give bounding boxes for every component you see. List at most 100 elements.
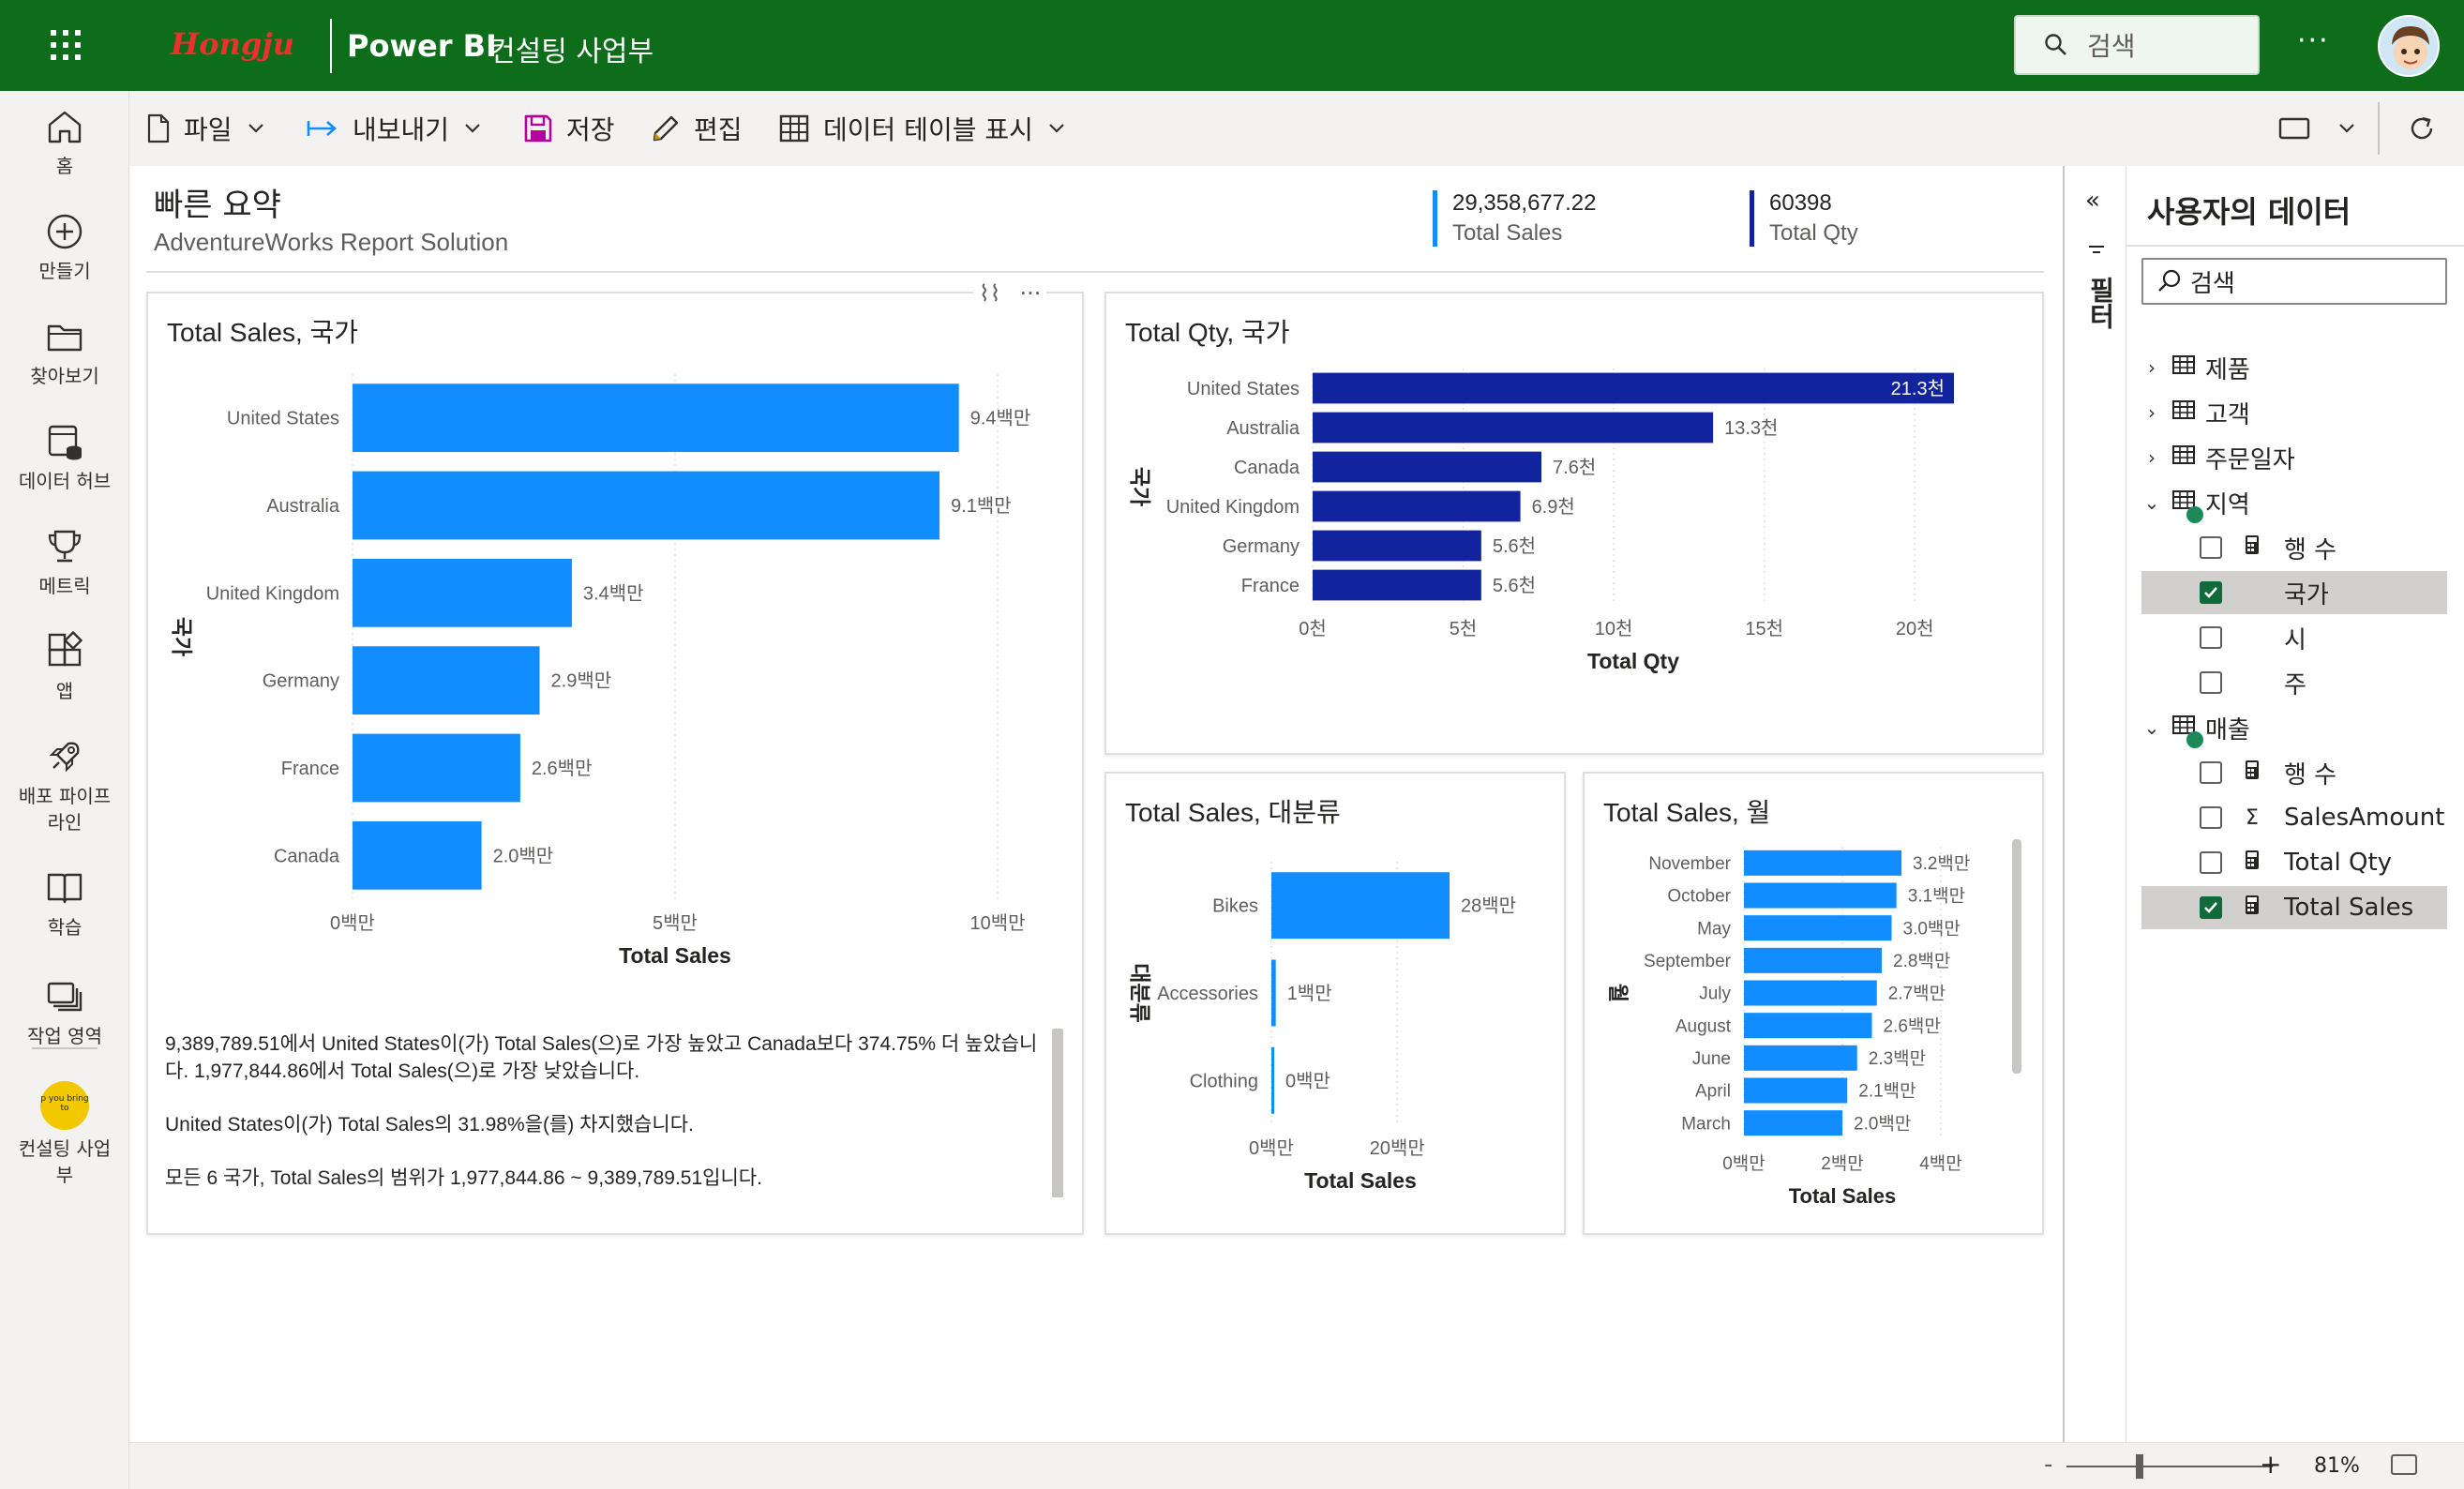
bar[interactable] xyxy=(353,558,572,627)
fit-to-page-icon[interactable] xyxy=(2391,1454,2417,1475)
bar[interactable] xyxy=(1744,1077,1848,1104)
table-node[interactable]: › 주문일자 xyxy=(2141,436,2447,479)
nav-current-workspace[interactable]: p you bring to 컨설팅 사업 부 xyxy=(0,1081,129,1188)
zoom-slider[interactable] xyxy=(2066,1466,2273,1467)
bar[interactable] xyxy=(1744,1110,1842,1136)
data-pane-search-input[interactable]: 검색 xyxy=(2141,258,2447,305)
table-node[interactable]: ⌄ 지역 xyxy=(2141,481,2447,524)
nav-metrics[interactable]: 메트릭 xyxy=(0,526,129,599)
refresh-button[interactable] xyxy=(2408,110,2449,147)
nav-browse[interactable]: 찾아보기 xyxy=(0,316,129,389)
category-label: France xyxy=(1241,576,1300,596)
field-node[interactable]: Total Sales xyxy=(2141,886,2447,929)
bar[interactable] xyxy=(1313,451,1542,483)
bar[interactable] xyxy=(353,646,540,715)
table-name: 매출 xyxy=(2205,715,2250,744)
field-checkbox[interactable] xyxy=(2200,761,2222,784)
visual-sales-by-category[interactable]: Total Sales, 대분류 0백만 20백만 Bikes 28백만 Accesso… xyxy=(1104,772,1566,1235)
chevron-down-icon[interactable]: ⌄ xyxy=(2143,716,2160,739)
nav-datahub[interactable]: 데이터 허브 xyxy=(0,421,129,494)
show-data-table-button[interactable]: 데이터 테이블 표시 xyxy=(778,110,1078,147)
visual-sales-by-month[interactable]: Total Sales, 월 0백만 2백만 4백만 November 3.2백만 Oct… xyxy=(1583,772,2044,1235)
bar[interactable] xyxy=(1313,569,1481,601)
data-label: 2.0백만 xyxy=(1854,1113,1911,1134)
nav-browse-label: 찾아보기 xyxy=(30,365,99,387)
bar[interactable] xyxy=(1744,915,1892,941)
field-checkbox[interactable] xyxy=(2200,581,2222,604)
view-mode-button[interactable] xyxy=(2278,110,2368,147)
nav-home[interactable]: 홈 xyxy=(0,106,129,179)
kpi-label: Total Qty xyxy=(1769,220,1858,246)
bar[interactable] xyxy=(353,820,482,890)
field-node[interactable]: 주 xyxy=(2141,661,2447,704)
workspace-title[interactable]: 컨설팅 사업부 xyxy=(489,36,654,68)
visual-qty-by-country[interactable]: Total Qty, 국가 0천 5천 10천 15천 20천 United States… xyxy=(1104,292,2044,755)
field-node[interactable]: 국가 xyxy=(2141,571,2447,614)
chevron-right-icon[interactable]: › xyxy=(2148,356,2156,379)
app-launcher-icon[interactable] xyxy=(49,28,83,62)
bar[interactable] xyxy=(1744,850,1901,876)
field-node[interactable]: 행 수 xyxy=(2141,526,2447,569)
narrative-scrollbar[interactable] xyxy=(1052,1029,1063,1197)
bar[interactable] xyxy=(1744,1045,1857,1071)
x-tick-label: 20천 xyxy=(1896,618,1934,639)
bar[interactable] xyxy=(353,733,520,803)
global-search-input[interactable]: 검색 xyxy=(2014,15,2260,75)
field-node[interactable]: Σ SalesAmount xyxy=(2141,796,2447,839)
bar[interactable] xyxy=(1271,872,1450,940)
chevron-right-icon[interactable]: › xyxy=(2148,401,2156,424)
field-checkbox[interactable] xyxy=(2200,896,2222,919)
kpi-value: 29,358,677.22 xyxy=(1452,190,1597,216)
visual-sales-by-country[interactable]: ⌇⌇ ··· Total Sales, 국가 0백만 5백만 10백만 United … xyxy=(146,280,1084,1235)
file-menu-button[interactable]: 파일 xyxy=(146,110,278,147)
zoom-slider-thumb[interactable] xyxy=(2136,1454,2143,1479)
nav-apps[interactable]: 앱 xyxy=(0,631,129,704)
bar[interactable] xyxy=(1744,882,1897,909)
filter-pane[interactable]: « 필터 xyxy=(2063,166,2126,1442)
zoom-out-button[interactable]: - xyxy=(2044,1451,2053,1479)
table-node[interactable]: ⌄ 매출 xyxy=(2141,706,2447,749)
visual-title: Total Sales, 대분류 xyxy=(1125,798,1341,827)
nav-workspaces[interactable]: 작업 영역 xyxy=(0,976,129,1049)
collapse-filters-icon[interactable]: « xyxy=(2085,187,2100,215)
bar[interactable] xyxy=(1271,1046,1274,1114)
more-options-icon[interactable]: ··· xyxy=(1019,280,1042,307)
more-options-icon[interactable]: ··· xyxy=(2297,24,2330,57)
bar[interactable] xyxy=(1744,980,1877,1006)
bar[interactable] xyxy=(1744,1013,1872,1039)
nav-create[interactable]: 만들기 xyxy=(0,211,129,284)
table-node[interactable]: › 고객 xyxy=(2141,391,2447,434)
nav-learn[interactable]: 학습 xyxy=(0,867,129,940)
table-node[interactable]: › 제품 xyxy=(2141,346,2447,389)
kpi-total-sales[interactable]: 29,358,677.22 Total Sales xyxy=(1433,190,1596,247)
bar[interactable] xyxy=(1313,490,1521,522)
chevron-right-icon[interactable]: › xyxy=(2148,446,2156,469)
bar[interactable] xyxy=(1744,947,1882,973)
field-node[interactable]: 시 xyxy=(2141,616,2447,659)
zoom-in-button[interactable]: + xyxy=(2260,1449,2282,1480)
bar[interactable] xyxy=(353,384,959,453)
field-node[interactable]: Total Qty xyxy=(2141,841,2447,884)
field-checkbox[interactable] xyxy=(2200,806,2222,829)
field-checkbox[interactable] xyxy=(2200,851,2222,874)
kpi-total-qty[interactable]: 60398 Total Qty xyxy=(1750,190,1858,247)
bar[interactable] xyxy=(1313,412,1714,444)
save-button[interactable]: 저장 xyxy=(523,110,615,147)
field-checkbox[interactable] xyxy=(2200,536,2222,559)
export-menu-button[interactable]: 내보내기 xyxy=(306,110,494,147)
nav-pipelines[interactable]: 배포 파이프 라인 xyxy=(0,736,129,835)
field-checkbox[interactable] xyxy=(2200,671,2222,694)
bar[interactable] xyxy=(353,471,940,540)
user-avatar[interactable] xyxy=(2378,15,2440,77)
chevron-down-icon[interactable]: ⌄ xyxy=(2143,491,2160,514)
app-title[interactable]: Power BI xyxy=(347,28,497,64)
bar[interactable] xyxy=(1313,530,1481,562)
narrative-paragraph: 9,389,789.51에서 United States이(가) Total S… xyxy=(165,1033,1038,1082)
edit-button[interactable]: 편집 xyxy=(651,110,743,147)
field-node[interactable]: 행 수 xyxy=(2141,751,2447,794)
chart-scrollbar[interactable] xyxy=(2012,839,2021,1074)
field-checkbox[interactable] xyxy=(2200,626,2222,649)
bar[interactable] xyxy=(1271,959,1276,1027)
bar[interactable] xyxy=(1313,372,1954,404)
focus-mode-icon[interactable]: ⌇⌇ xyxy=(979,280,1001,307)
